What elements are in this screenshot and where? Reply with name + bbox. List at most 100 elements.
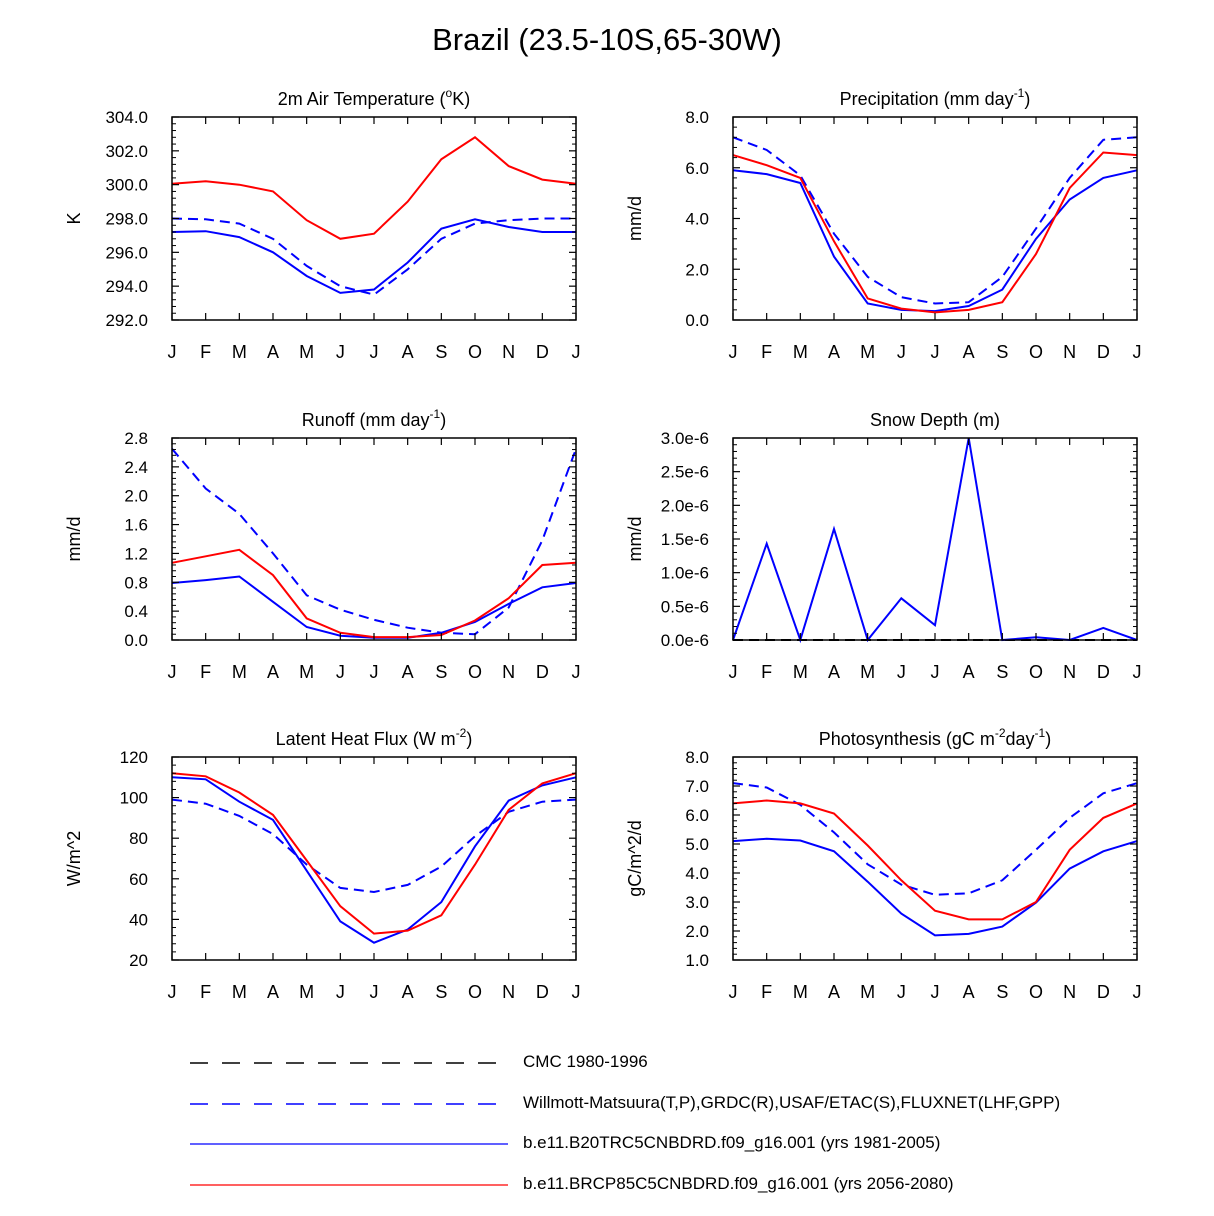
x-tick-label: O <box>468 342 482 362</box>
x-tick-label: A <box>267 342 279 362</box>
x-tick-label: D <box>536 342 549 362</box>
series-line-future <box>171 136 577 240</box>
y-axis-label: K <box>64 212 84 224</box>
x-tick-label: M <box>793 342 808 362</box>
x-tick-label: O <box>468 662 482 682</box>
y-tick-label: 0.4 <box>124 602 148 621</box>
x-tick-label: S <box>996 662 1008 682</box>
x-tick-label: J <box>336 342 345 362</box>
panel-title: Runoff (mm day-1) <box>302 407 446 430</box>
x-tick-label: J <box>1133 342 1142 362</box>
x-tick-label: M <box>232 342 247 362</box>
x-tick-label: F <box>761 662 772 682</box>
x-tick-label: A <box>828 662 840 682</box>
y-tick-label: 4.0 <box>685 864 709 883</box>
plot-frame <box>732 116 1138 321</box>
y-tick-label: 2.0 <box>685 922 709 941</box>
y-tick-label: 0.5e-6 <box>661 597 709 616</box>
x-tick-label: M <box>232 982 247 1002</box>
x-tick-label: J <box>897 662 906 682</box>
panel-title: Latent Heat Flux (W m-2) <box>276 726 473 749</box>
x-tick-label: N <box>502 662 515 682</box>
x-tick-label: J <box>897 342 906 362</box>
x-tick-label: A <box>828 342 840 362</box>
series-line-obs <box>171 798 577 894</box>
y-tick-label: 3.0e-6 <box>661 429 709 448</box>
y-tick-label: 3.0 <box>685 893 709 912</box>
x-tick-label: S <box>435 662 447 682</box>
plot-frame <box>171 437 577 641</box>
y-tick-label: 5.0 <box>685 835 709 854</box>
x-tick-label: J <box>336 982 345 1002</box>
series-line-future <box>171 772 577 935</box>
x-tick-label: N <box>1063 342 1076 362</box>
series-line-future <box>732 151 1138 314</box>
x-tick-label: O <box>1029 342 1043 362</box>
series-line-obs <box>732 136 1138 305</box>
y-tick-label: 4.0 <box>685 210 709 229</box>
x-tick-label: M <box>232 662 247 682</box>
x-tick-label: F <box>761 342 772 362</box>
y-tick-label: 294.0 <box>105 277 148 296</box>
x-tick-label: N <box>1063 662 1076 682</box>
x-tick-label: M <box>793 662 808 682</box>
x-tick-label: J <box>1133 982 1142 1002</box>
series-line-obs <box>732 782 1138 896</box>
y-tick-label: 8.0 <box>685 748 709 767</box>
x-tick-label: A <box>963 342 975 362</box>
y-tick-label: 302.0 <box>105 142 148 161</box>
x-tick-label: D <box>536 982 549 1002</box>
x-tick-label: N <box>1063 982 1076 1002</box>
x-tick-label: M <box>299 342 314 362</box>
x-tick-label: A <box>402 662 414 682</box>
x-tick-label: D <box>536 662 549 682</box>
y-tick-label: 120 <box>120 748 148 767</box>
x-tick-label: J <box>931 662 940 682</box>
y-tick-label: 2.4 <box>124 458 148 477</box>
x-tick-label: F <box>761 982 772 1002</box>
y-tick-label: 6.0 <box>685 806 709 825</box>
x-tick-label: A <box>402 982 414 1002</box>
x-tick-label: M <box>299 662 314 682</box>
y-tick-label: 8.0 <box>685 108 709 127</box>
x-tick-label: O <box>1029 982 1043 1002</box>
x-tick-label: O <box>468 982 482 1002</box>
x-tick-label: D <box>1097 662 1110 682</box>
y-tick-label: 2.0 <box>685 260 709 279</box>
y-tick-label: 2.0 <box>124 487 148 506</box>
y-axis-label: mm/d <box>64 517 84 562</box>
x-tick-label: J <box>931 982 940 1002</box>
x-tick-label: J <box>336 662 345 682</box>
y-tick-label: 2.5e-6 <box>661 463 709 482</box>
x-tick-label: J <box>370 342 379 362</box>
panel-title: Precipitation (mm day-1) <box>840 86 1031 109</box>
x-tick-label: J <box>729 982 738 1002</box>
x-tick-label: F <box>200 662 211 682</box>
y-axis-label: mm/d <box>625 517 645 562</box>
x-tick-label: J <box>370 982 379 1002</box>
x-tick-label: A <box>267 982 279 1002</box>
x-tick-label: S <box>435 982 447 1002</box>
x-tick-label: A <box>963 982 975 1002</box>
y-tick-label: 100 <box>120 789 148 808</box>
y-tick-label: 1.0 <box>685 951 709 970</box>
x-tick-label: A <box>828 982 840 1002</box>
plot-frame <box>732 437 1138 641</box>
y-tick-label: 40 <box>129 910 148 929</box>
x-tick-label: J <box>572 342 581 362</box>
x-tick-label: F <box>200 982 211 1002</box>
y-tick-label: 292.0 <box>105 311 148 330</box>
x-tick-label: D <box>1097 342 1110 362</box>
y-axis-label: mm/d <box>625 196 645 241</box>
y-tick-label: 0.0e-6 <box>661 631 709 650</box>
x-tick-label: J <box>168 662 177 682</box>
series-line-hist <box>732 437 1138 644</box>
y-tick-label: 304.0 <box>105 108 148 127</box>
panel-title: Snow Depth (m) <box>870 410 1000 430</box>
figure-title: Brazil (23.5-10S,65-30W) <box>432 22 782 57</box>
panel-temp: J F M A M J J A S O N D J292.0294.0296.0298.0300.030… <box>64 86 581 362</box>
y-tick-label: 0.0 <box>685 311 709 330</box>
y-tick-label: 20 <box>129 951 148 970</box>
